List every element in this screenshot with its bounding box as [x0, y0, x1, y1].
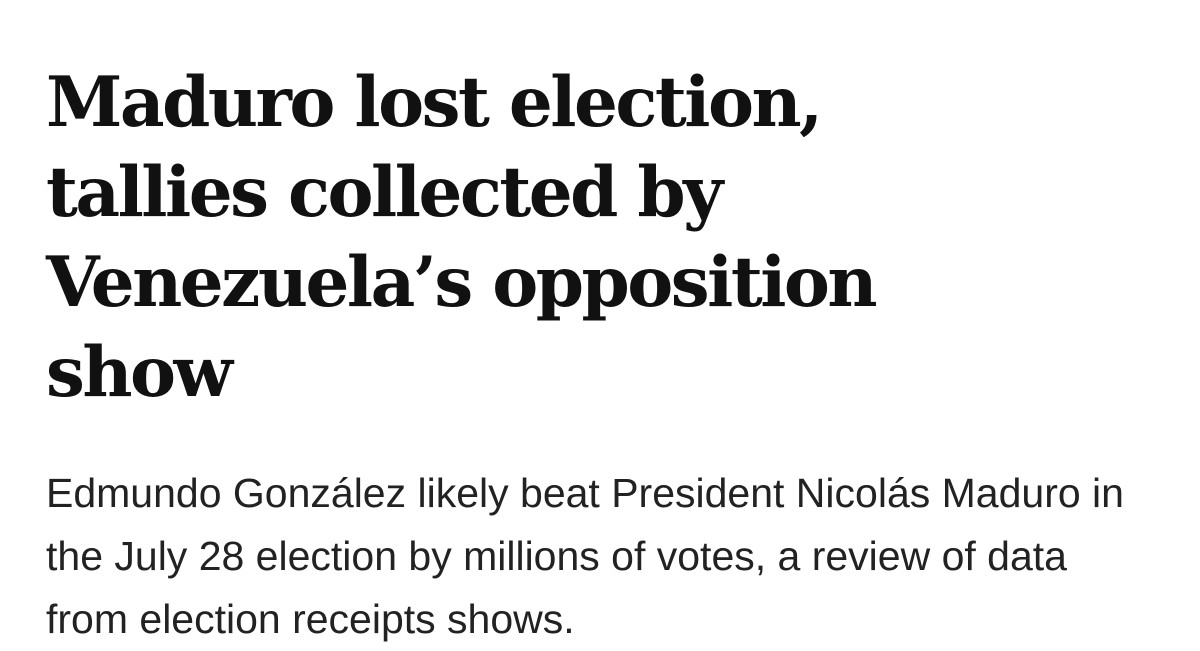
article: Maduro lost election, tallies collected … — [46, 58, 1156, 651]
headline[interactable]: Maduro lost election, tallies collected … — [46, 62, 878, 413]
subheadline: Edmundo González likely beat President N… — [46, 470, 1124, 642]
